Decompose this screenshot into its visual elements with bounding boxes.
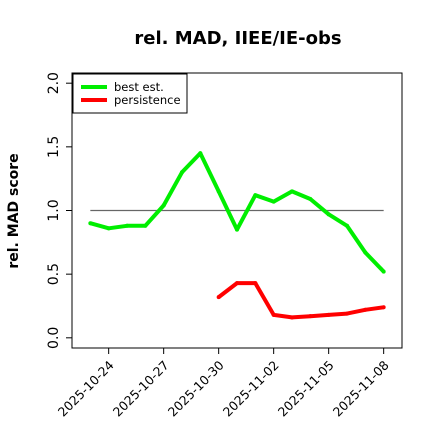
data-point-best-est [271,199,276,204]
x-tick-label: 2025-10-30 [165,357,227,419]
axes: 0.00.51.01.52.02025-10-242025-10-272025-… [46,72,392,419]
series-layer [88,151,386,320]
data-point-best-est [180,170,184,175]
data-point-best-est [326,212,331,217]
y-tick-label: 1.0 [46,199,62,221]
x-tick-label: 2025-10-27 [110,358,172,420]
x-tick-label: 2025-11-08 [330,357,392,419]
data-point-best-est [216,189,221,194]
data-point-persistence [253,281,258,286]
legend-label-persistence: persistence [114,93,181,107]
legend: best est.persistence [72,73,188,114]
data-point-best-est [88,221,93,226]
data-point-best-est [143,223,148,228]
data-point-persistence [381,305,386,310]
data-point-best-est [235,227,239,232]
series-line-persistence [217,281,384,320]
x-tick-label: 2025-11-02 [220,358,282,420]
y-tick-label: 0.0 [46,327,62,349]
data-point-best-est [198,151,203,156]
data-point-persistence [308,314,313,319]
data-point-persistence [271,312,276,317]
data-point-persistence [326,312,331,317]
y-tick-label: 1.5 [46,136,62,158]
data-point-best-est [308,197,313,202]
data-point-persistence [235,281,239,286]
y-tick-label: 0.5 [46,263,62,285]
legend-box [72,73,188,114]
data-point-best-est [290,189,294,194]
data-point-best-est [253,193,258,198]
data-point-persistence [216,295,221,300]
y-axis-label: rel. MAD score [6,153,22,268]
data-point-persistence [345,311,349,316]
data-point-best-est [345,223,349,228]
data-point-best-est [363,250,368,255]
data-point-best-est [106,226,111,231]
data-point-persistence [290,315,294,320]
x-tick-label: 2025-10-24 [55,357,117,419]
y-tick-label: 2.0 [46,72,62,94]
x-tick-label: 2025-11-05 [275,358,337,420]
series-line-best-est [89,151,386,273]
data-point-best-est [125,223,129,228]
data-point-best-est [161,203,166,208]
chart-title: rel. MAD, IIEE/IE-obs [134,28,341,49]
data-point-best-est [381,269,386,274]
data-point-persistence [363,307,368,312]
legend-label-best-est: best est. [114,80,164,94]
